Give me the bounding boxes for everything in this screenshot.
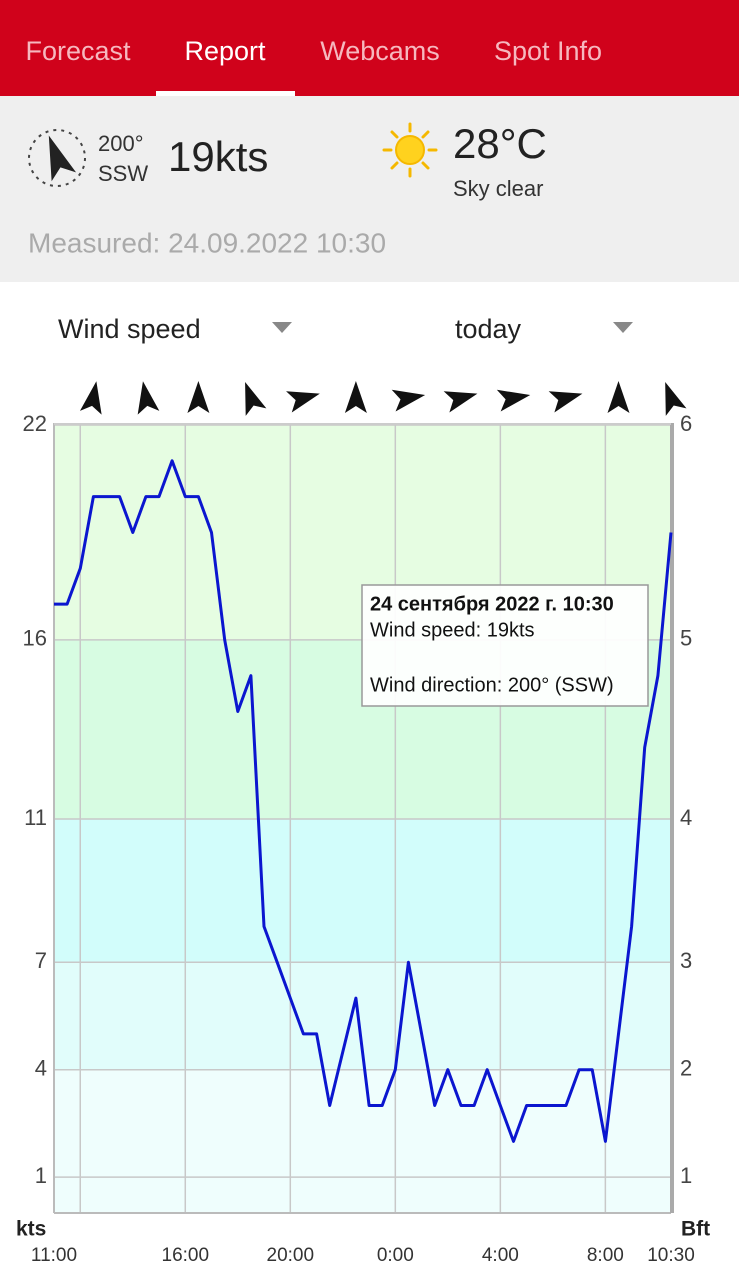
direction-arrow (665, 382, 687, 416)
current-panel (0, 96, 739, 282)
direction-arrow (391, 389, 426, 412)
sky: Sky clear (453, 176, 543, 201)
y-tick-label: 22 (23, 411, 47, 436)
data-line (54, 459, 673, 1143)
y-tick-label: 1 (35, 1163, 47, 1188)
measured: Measured: 24.09.2022 10:30 (28, 227, 386, 258)
tooltip (361, 584, 649, 707)
y2-tick-label: 6 (680, 411, 692, 436)
wind-speed: 19kts (168, 133, 268, 180)
y2-tick-label: 2 (680, 1056, 692, 1081)
direction-arrow (79, 381, 102, 415)
y-tick-label: 4 (35, 1056, 47, 1081)
direction-arrow (496, 389, 531, 412)
direction-arrow (548, 391, 583, 413)
direction-arrow (187, 381, 210, 413)
tooltip-line: Wind speed: 19kts (370, 619, 535, 641)
y-tick-label: 7 (35, 948, 47, 973)
x-tick-label: 8:00 (587, 1245, 624, 1266)
tooltip-line: Wind direction: 200° (SSW) (370, 674, 614, 696)
tab-active[interactable]: Report (184, 36, 266, 66)
dropdown-arrow[interactable] (272, 322, 292, 333)
y2-tick-label: 5 (680, 626, 692, 651)
direction: SSW (98, 161, 148, 186)
sun-icon (382, 122, 438, 178)
period-select[interactable]: today (455, 314, 522, 344)
tab[interactable]: Webcams (320, 36, 440, 66)
y2-tick-label: 3 (680, 948, 692, 973)
x-tick-label: 0:00 (377, 1245, 414, 1266)
x-tick-label: 20:00 (267, 1245, 315, 1266)
direction-arrow (443, 391, 478, 413)
y-axis-label: kts (16, 1218, 46, 1241)
direction-arrow (344, 381, 367, 413)
band (54, 1069, 671, 1213)
y-tick-label: 16 (23, 626, 47, 651)
x-tick-label: 16:00 (162, 1245, 210, 1266)
chart: 1 4 7 11 16 22 1 2 3 4 5 6 11:00 16:00 20:00 0:00 4:00 8:… (23, 381, 695, 1266)
x-tick-label: 11:00 (31, 1245, 77, 1266)
dropdown-arrow[interactable] (613, 322, 633, 333)
tab-bar (0, 0, 739, 96)
tab-underline (156, 91, 295, 96)
y-tick-label: 11 (24, 805, 47, 830)
band (54, 819, 671, 963)
tooltip-title: 24 сентября 2022 г. 10:30 (370, 593, 614, 615)
direction-arrow (137, 381, 160, 415)
x-tick-label: 10:30 (647, 1245, 695, 1266)
tab[interactable]: Spot Info (494, 36, 602, 66)
compass-icon (28, 129, 86, 187)
tab[interactable]: Forecast (25, 36, 131, 66)
x-tick-label: 4:00 (482, 1245, 519, 1266)
direction-arrow (245, 382, 267, 416)
direction-arrow (607, 381, 630, 413)
y2-axis-label: Bft (681, 1218, 710, 1241)
y2-tick-label: 1 (680, 1163, 692, 1188)
temperature: 28°C (453, 120, 547, 167)
y2-tick-label: 4 (680, 805, 692, 830)
direction-arrow (286, 391, 320, 413)
direction-deg: 200° (98, 131, 144, 156)
parameter-select[interactable]: Wind speed (58, 314, 201, 344)
